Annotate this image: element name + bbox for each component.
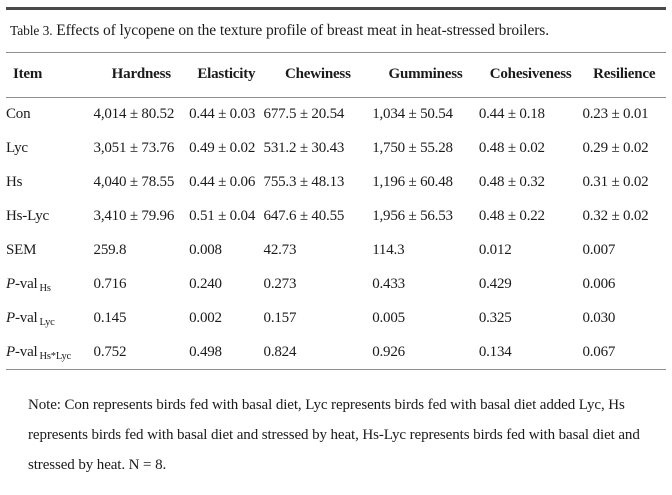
cell: 0.926 xyxy=(372,343,405,360)
caption-rule xyxy=(6,52,666,53)
table-caption-label: Table 3. xyxy=(10,23,53,38)
cell: 0.325 xyxy=(478,309,512,326)
cell: 0.134 xyxy=(478,343,512,360)
cell: 647.6 ± 40.55 xyxy=(263,207,345,224)
cell: 0.429 xyxy=(478,275,512,292)
header-row: Item Hardness Elasticity Chewiness Gummi… xyxy=(6,53,666,97)
cell: 1,196 ± 60.48 xyxy=(372,173,453,190)
row-label: Hs xyxy=(6,173,23,190)
cell: 0.824 xyxy=(263,343,297,360)
cell: 1,750 ± 55.28 xyxy=(372,139,453,156)
cell: 0.030 xyxy=(582,309,616,326)
cell: 1,956 ± 56.53 xyxy=(372,207,453,224)
cell: 3,051 ± 73.76 xyxy=(93,139,175,156)
table-row-hs: Hs 4,040 ± 78.55 0.44 ± 0.06 755.3 ± 48.… xyxy=(6,165,666,199)
cell: 1,034 ± 50.54 xyxy=(372,105,453,122)
column-header-resilience: Resilience xyxy=(593,66,656,83)
table-row-con: Con 4,014 ± 80.52 0.44 ± 0.03 677.5 ± 20… xyxy=(6,97,666,131)
row-label: P-val Lyc xyxy=(6,301,94,335)
top-rule xyxy=(6,7,666,10)
pval-subscript: Lyc xyxy=(39,316,55,328)
pval-rest: -val xyxy=(14,309,38,326)
pval-p: P xyxy=(6,343,15,360)
cell: 677.5 ± 20.54 xyxy=(263,105,345,122)
column-header-chewiness: Chewiness xyxy=(285,66,351,83)
cell: 0.498 xyxy=(189,343,222,360)
cell: 0.716 xyxy=(93,275,127,292)
row-label: SEM xyxy=(6,241,37,258)
row-label: Lyc xyxy=(6,139,28,156)
row-label: Con xyxy=(6,105,31,122)
pval-rest: -val xyxy=(14,275,38,292)
cell: 4,014 ± 80.52 xyxy=(93,105,175,122)
cell: 0.31 ± 0.02 xyxy=(582,173,649,190)
cell: 0.44 ± 0.18 xyxy=(478,105,545,122)
row-label: P-val Hs*Lyc xyxy=(6,335,94,369)
cell: 0.273 xyxy=(263,275,297,292)
table-note: Note: Con represents birds fed with basa… xyxy=(28,397,640,473)
pval-p: P xyxy=(6,309,15,326)
texture-profile-table: Item Hardness Elasticity Chewiness Gummi… xyxy=(6,53,666,369)
page: Table 3. Effects of lycopene on the text… xyxy=(0,7,672,495)
pval-subscript: Hs xyxy=(39,282,51,294)
cell: 0.008 xyxy=(189,241,222,258)
column-header-hardness: Hardness xyxy=(111,66,171,83)
cell: 0.44 ± 0.03 xyxy=(189,105,256,122)
cell: 4,040 ± 78.55 xyxy=(93,173,175,190)
table-row-pval-lyc: P-val Lyc 0.145 0.002 0.157 0.005 0.325 0… xyxy=(6,301,666,335)
column-header-elasticity: Elasticity xyxy=(197,66,256,83)
table-row-lyc: Lyc 3,051 ± 73.76 0.49 ± 0.02 531.2 ± 30… xyxy=(6,131,666,165)
cell: 0.23 ± 0.01 xyxy=(582,105,649,122)
cell: 0.44 ± 0.06 xyxy=(189,173,256,190)
cell: 0.007 xyxy=(582,241,616,258)
cell: 0.240 xyxy=(189,275,222,292)
cell: 0.48 ± 0.22 xyxy=(478,207,545,224)
table-row-hs-lyc: Hs-Lyc 3,410 ± 79.96 0.51 ± 0.04 647.6 ±… xyxy=(6,199,666,233)
row-label: P-val Hs xyxy=(6,267,94,301)
column-header-cohesiveness: Cohesiveness xyxy=(489,66,572,83)
cell: 0.32 ± 0.02 xyxy=(582,207,649,224)
table-bottom-rule xyxy=(6,369,666,370)
table-row-pval-hs-lyc: P-val Hs*Lyc 0.752 0.498 0.824 0.926 0.13… xyxy=(6,335,666,369)
pval-p: P xyxy=(6,275,15,292)
cell: 0.29 ± 0.02 xyxy=(582,139,649,156)
cell: 259.8 xyxy=(93,241,127,258)
cell: 3,410 ± 79.96 xyxy=(93,207,175,224)
cell: 0.145 xyxy=(93,309,127,326)
column-header-item: Item xyxy=(13,66,43,83)
cell: 114.3 xyxy=(372,241,405,258)
cell: 0.48 ± 0.32 xyxy=(478,173,545,190)
table-caption: Table 3. Effects of lycopene on the text… xyxy=(6,10,666,52)
cell: 42.73 xyxy=(263,241,297,258)
cell: 0.067 xyxy=(582,343,616,360)
column-header-gumminess: Gumminess xyxy=(388,66,463,83)
row-label: Hs-Lyc xyxy=(6,207,49,224)
cell: 0.48 ± 0.02 xyxy=(478,139,545,156)
pval-rest: -val xyxy=(14,343,38,360)
cell: 0.157 xyxy=(263,309,297,326)
cell: 0.012 xyxy=(478,241,512,258)
cell: 531.2 ± 30.43 xyxy=(263,139,345,156)
cell: 0.433 xyxy=(372,275,405,292)
table-row-pval-hs: P-val Hs 0.716 0.240 0.273 0.433 0.429 0.… xyxy=(6,267,666,301)
table-caption-text: Effects of lycopene on the texture profi… xyxy=(56,22,550,39)
pval-subscript: Hs*Lyc xyxy=(39,350,72,362)
cell: 0.51 ± 0.04 xyxy=(189,207,256,224)
cell: 0.002 xyxy=(189,309,222,326)
cell: 0.49 ± 0.02 xyxy=(189,139,256,156)
cell: 0.005 xyxy=(372,309,405,326)
table-row-sem: SEM 259.8 0.008 42.73 114.3 0.012 0.007 xyxy=(6,233,666,267)
cell: 755.3 ± 48.13 xyxy=(263,173,345,190)
cell: 0.752 xyxy=(93,343,127,360)
cell: 0.006 xyxy=(582,275,616,292)
